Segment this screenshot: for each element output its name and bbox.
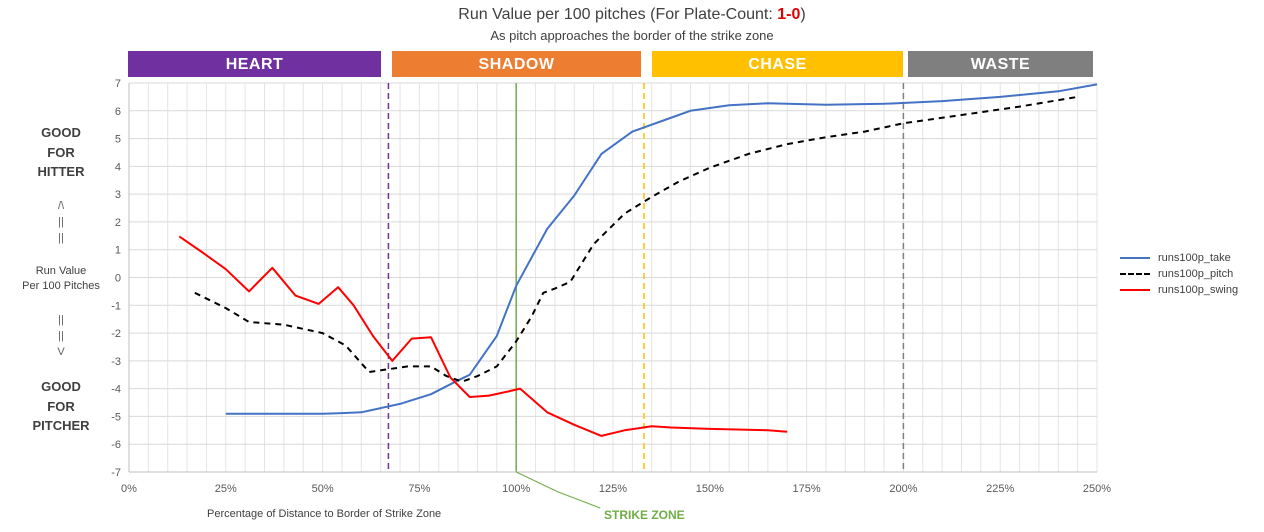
legend-swatch-swing bbox=[1120, 289, 1150, 291]
y-tick-label: 6 bbox=[115, 106, 121, 118]
series-lines bbox=[178, 83, 1098, 437]
y-tick-label: -1 bbox=[111, 300, 121, 312]
chart-subtitle: As pitch approaches the border of the st… bbox=[490, 28, 774, 43]
legend-item-take: runs100p_take bbox=[1120, 250, 1238, 266]
strike-zone-label: STRIKE ZONE bbox=[604, 508, 685, 522]
x-tick-label: 150% bbox=[696, 483, 724, 495]
x-tick-label: 125% bbox=[599, 483, 627, 495]
x-tick-label: 250% bbox=[1083, 483, 1111, 495]
zone-chase: CHASE bbox=[652, 51, 903, 77]
legend-label-swing: runs100p_swing bbox=[1158, 284, 1239, 296]
x-tick-label: 225% bbox=[986, 483, 1014, 495]
legend-label-take: runs100p_take bbox=[1158, 252, 1231, 264]
x-axis-label: Percentage of Distance to Border of Stri… bbox=[207, 508, 442, 520]
y-tick-label: 1 bbox=[115, 245, 121, 257]
good-for-hitter-label: GOOD FOR HITTER bbox=[37, 125, 85, 179]
zone-heart: HEART bbox=[128, 51, 381, 77]
y-tick-label: 7 bbox=[115, 78, 121, 90]
series-line-runs100p_swing bbox=[178, 235, 788, 437]
x-tick-label: 175% bbox=[793, 483, 821, 495]
legend-item-pitch: runs100p_pitch bbox=[1120, 266, 1238, 282]
down-arrow-label: || || V bbox=[57, 314, 65, 358]
axes: -7 -6 -5 -4 -3 -2 -1 0 1 2 3 4 5 6 7 0% 25% 50% 75% 100% 125… bbox=[111, 78, 1111, 495]
legend-swatch-take bbox=[1120, 257, 1150, 259]
y-tick-label: -5 bbox=[111, 411, 121, 423]
x-tick-label: 100% bbox=[502, 483, 530, 495]
y-tick-label: -2 bbox=[111, 328, 121, 340]
y-tick-label: 4 bbox=[115, 161, 121, 173]
x-tick-label: 25% bbox=[215, 483, 237, 495]
x-tick-label: 0% bbox=[121, 483, 137, 495]
run-value-axis-label: Run Value Per 100 Pitches bbox=[22, 265, 100, 292]
y-tick-label: 0 bbox=[115, 273, 121, 285]
chart-title: Run Value per 100 pitches (For Plate-Cou… bbox=[458, 6, 806, 23]
x-tick-label: 75% bbox=[408, 483, 430, 495]
series-line-runs100p_pitch bbox=[194, 95, 1078, 383]
y-tick-label: -6 bbox=[111, 439, 121, 451]
y-tick-label: -4 bbox=[111, 384, 121, 396]
zone-shadow: SHADOW bbox=[392, 51, 641, 77]
zone-waste: WASTE bbox=[908, 51, 1093, 77]
legend-swatch-pitch bbox=[1120, 273, 1150, 275]
y-tick-label: -3 bbox=[111, 356, 121, 368]
up-arrow-label: /\ || || bbox=[57, 200, 65, 244]
x-tick-label: 200% bbox=[889, 483, 917, 495]
y-tick-label: 5 bbox=[115, 134, 121, 146]
legend: runs100p_take runs100p_pitch runs100p_sw… bbox=[1120, 250, 1238, 298]
y-tick-label: 3 bbox=[115, 189, 121, 201]
legend-item-swing: runs100p_swing bbox=[1120, 282, 1238, 298]
legend-label-pitch: runs100p_pitch bbox=[1158, 268, 1234, 280]
good-for-pitcher-label: GOOD FOR PITCHER bbox=[32, 379, 90, 433]
strike-zone-leader bbox=[515, 471, 601, 509]
series-line-runs100p_take bbox=[225, 83, 1098, 415]
x-tick-label: 50% bbox=[312, 483, 334, 495]
y-tick-label: -7 bbox=[111, 467, 121, 479]
y-tick-label: 2 bbox=[115, 217, 121, 229]
